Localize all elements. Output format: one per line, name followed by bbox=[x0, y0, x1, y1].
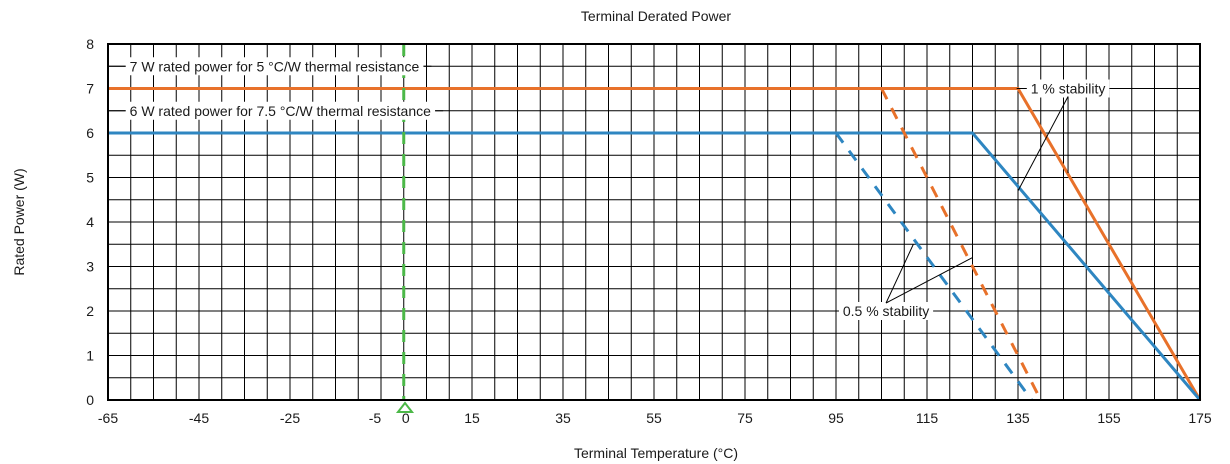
x-axis-label: Terminal Temperature (°C) bbox=[574, 445, 738, 461]
y-tick-label: 2 bbox=[86, 303, 94, 319]
annotation-label: 6 W rated power for 7.5 °C/W thermal res… bbox=[130, 103, 431, 119]
y-tick-label: 5 bbox=[86, 170, 94, 186]
y-tick-label: 7 bbox=[86, 81, 94, 97]
x-tick-label: 0 bbox=[402, 410, 410, 426]
chart-title: Terminal Derated Power bbox=[581, 8, 732, 24]
x-tick-label: 175 bbox=[1188, 410, 1212, 426]
x-tick-label: 115 bbox=[916, 410, 939, 426]
x-tick-labels: -65 -45 -25 -5 0 15 35 55 75 95 115 135 155 175 bbox=[98, 410, 1212, 426]
x-tick-label: -25 bbox=[280, 410, 300, 426]
x-tick-label: 95 bbox=[828, 410, 844, 426]
annotation-label-bg bbox=[125, 101, 436, 120]
y-tick-label: 3 bbox=[86, 259, 94, 275]
annotation-pointer bbox=[1017, 96, 1069, 192]
y-tick-labels: 0 1 2 3 4 5 6 7 8 bbox=[86, 36, 94, 408]
series-line-orange-05pct bbox=[880, 87, 1043, 401]
x-tick-label: 15 bbox=[464, 410, 480, 426]
x-tick-label: 55 bbox=[646, 410, 662, 426]
annotation-label-bg bbox=[125, 57, 424, 76]
annotation-label-bg bbox=[1026, 79, 1110, 98]
plot-frame bbox=[107, 43, 1201, 401]
series-line-blue-1pct bbox=[108, 131, 1202, 401]
y-tick-label: 8 bbox=[86, 36, 94, 52]
x-tick-label: 155 bbox=[1097, 410, 1121, 426]
annotation-label: 1 % stability bbox=[1031, 81, 1106, 97]
x-tick-label: 135 bbox=[1006, 410, 1030, 426]
annotation-pointer bbox=[885, 244, 914, 304]
series-line-blue-05pct bbox=[834, 132, 1033, 401]
y-axis-label: Rated Power (W) bbox=[11, 168, 27, 275]
x-tick-label: -65 bbox=[98, 410, 118, 426]
annotation-pointer bbox=[885, 257, 973, 304]
x-tick-label: 75 bbox=[737, 410, 753, 426]
y-tick-label: 0 bbox=[86, 392, 94, 408]
annotation-label: 0.5 % stability bbox=[843, 303, 929, 319]
x-tick-label: 35 bbox=[555, 410, 571, 426]
annotation-label-bg bbox=[838, 302, 934, 320]
y-tick-label: 4 bbox=[86, 214, 94, 230]
y-tick-label: 6 bbox=[86, 125, 94, 141]
x-tick-label: -5 bbox=[369, 410, 382, 426]
annotations: 7 W rated power for 5 °C/W thermal resis… bbox=[108, 57, 1120, 320]
zero-marker-icon bbox=[395, 401, 415, 413]
x-tick-label: -45 bbox=[189, 410, 209, 426]
y-tick-label: 1 bbox=[86, 348, 94, 364]
annotation-label: 7 W rated power for 5 °C/W thermal resis… bbox=[130, 58, 420, 74]
